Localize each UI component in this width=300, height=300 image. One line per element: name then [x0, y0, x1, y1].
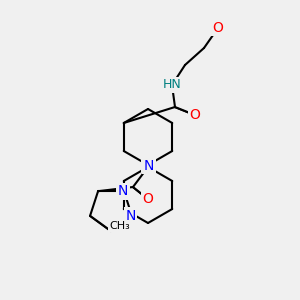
Text: N: N	[126, 209, 136, 223]
Text: N: N	[144, 159, 154, 173]
Text: N: N	[118, 184, 128, 198]
Text: O: O	[142, 192, 153, 206]
Text: O: O	[190, 108, 200, 122]
Text: CH₃: CH₃	[110, 221, 130, 231]
Text: HN: HN	[163, 79, 182, 92]
Text: O: O	[213, 21, 224, 35]
Text: N: N	[143, 158, 153, 172]
